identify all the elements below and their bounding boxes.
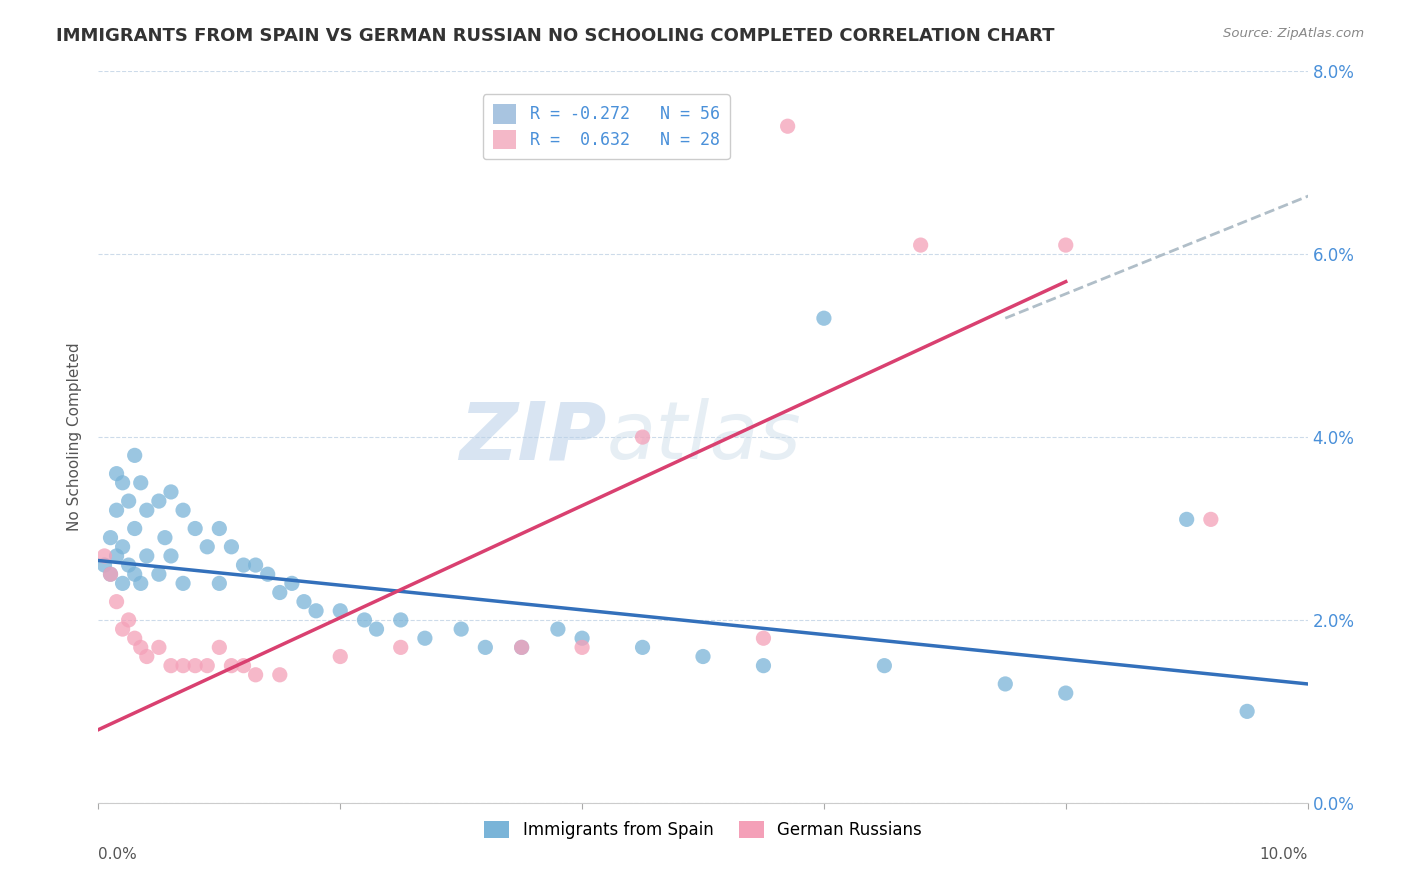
Point (631, 430, 654, 444)
Y-axis label: No Schooling Completed: No Schooling Completed (67, 343, 83, 532)
Point (195, 658, 218, 673)
Point (281, 576, 304, 591)
Point (329, 604, 352, 618)
Point (118, 558, 141, 573)
Point (873, 658, 896, 673)
Point (118, 613, 141, 627)
Point (100, 531, 122, 545)
Point (93, 549, 115, 563)
Point (450, 622, 472, 636)
Point (111, 622, 134, 636)
Point (129, 475, 152, 490)
Point (105, 594, 128, 608)
Point (160, 658, 183, 673)
Point (124, 632, 146, 646)
Legend: Immigrants from Spain, German Russians: Immigrants from Spain, German Russians (478, 814, 928, 846)
Point (329, 649, 352, 664)
Point (631, 640, 654, 655)
Text: Source: ZipAtlas.com: Source: ZipAtlas.com (1223, 27, 1364, 40)
Point (160, 485, 183, 500)
Point (111, 475, 134, 490)
Point (124, 521, 146, 535)
Text: 0.0%: 0.0% (98, 847, 138, 862)
Point (208, 521, 231, 535)
Point (160, 549, 183, 563)
Point (208, 640, 231, 655)
Point (571, 640, 593, 655)
Point (353, 613, 375, 627)
Point (1175, 512, 1198, 526)
Text: atlas: atlas (606, 398, 801, 476)
Point (1236, 705, 1258, 719)
Point (1054, 686, 1077, 700)
Point (172, 503, 194, 517)
Point (269, 585, 291, 599)
Point (135, 503, 157, 517)
Point (245, 667, 267, 681)
Text: ZIP: ZIP (458, 398, 606, 476)
Point (148, 494, 170, 508)
Point (813, 311, 835, 326)
Point (1199, 512, 1222, 526)
Point (93, 558, 115, 573)
Point (910, 238, 932, 252)
Point (100, 567, 122, 582)
Point (184, 658, 207, 673)
Point (124, 567, 146, 582)
Point (148, 567, 170, 582)
Point (752, 632, 775, 646)
Point (389, 640, 412, 655)
Point (256, 567, 278, 582)
Point (172, 576, 194, 591)
Point (692, 649, 714, 664)
Point (474, 640, 496, 655)
Point (135, 549, 157, 563)
Point (208, 576, 231, 591)
Text: IMMIGRANTS FROM SPAIN VS GERMAN RUSSIAN NO SCHOOLING COMPLETED CORRELATION CHART: IMMIGRANTS FROM SPAIN VS GERMAN RUSSIAN … (56, 27, 1054, 45)
Text: 10.0%: 10.0% (1260, 847, 1308, 862)
Point (305, 604, 328, 618)
Point (221, 540, 243, 554)
Point (184, 521, 207, 535)
Point (111, 540, 134, 554)
Point (245, 558, 267, 573)
Point (153, 531, 176, 545)
Point (129, 576, 152, 591)
Point (105, 503, 128, 517)
Point (752, 658, 775, 673)
Point (232, 558, 254, 573)
Point (195, 540, 218, 554)
Point (994, 677, 1017, 691)
Point (221, 658, 243, 673)
Point (269, 667, 291, 681)
Point (105, 549, 128, 563)
Point (413, 632, 436, 646)
Point (135, 649, 157, 664)
Point (510, 640, 533, 655)
Point (292, 594, 315, 608)
Point (366, 622, 388, 636)
Point (129, 640, 152, 655)
Point (118, 494, 141, 508)
Point (232, 658, 254, 673)
Point (389, 613, 412, 627)
Point (124, 448, 146, 462)
Point (172, 658, 194, 673)
Point (111, 576, 134, 591)
Point (547, 622, 569, 636)
Point (776, 119, 799, 133)
Point (510, 640, 533, 655)
Point (148, 640, 170, 655)
Point (105, 467, 128, 481)
Point (1054, 238, 1077, 252)
Point (571, 632, 593, 646)
Point (100, 567, 122, 582)
